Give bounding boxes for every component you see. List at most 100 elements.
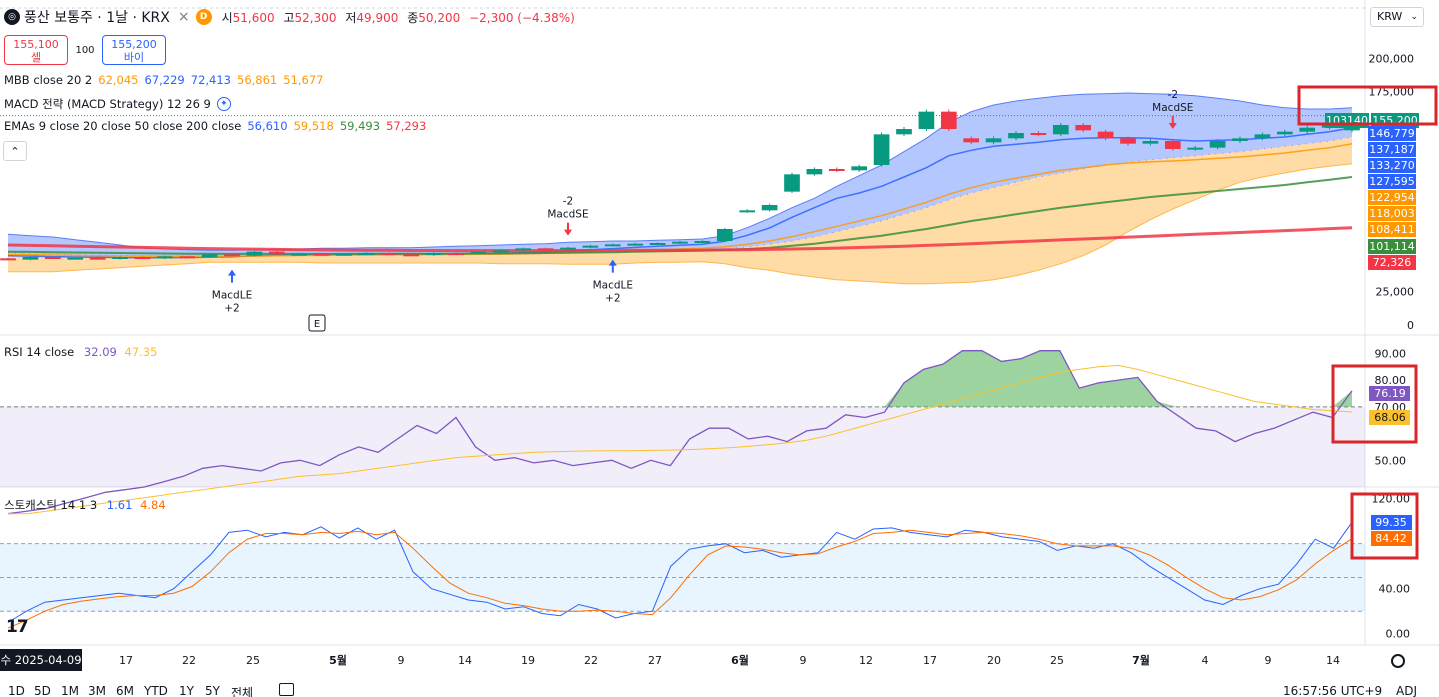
range-all[interactable]: 전체 — [231, 686, 254, 697]
candle-body — [156, 256, 173, 259]
stoch-tick-label: 0.00 — [1386, 628, 1411, 641]
price-badge-label: 146,779 — [1369, 127, 1415, 140]
candle-body — [560, 247, 576, 250]
bottom-toolbar: 1D 5D 1M 3M 6M YTD 1Y 5Y 전체 16:57:56 UTC… — [0, 682, 1439, 697]
price-badge-label: 118,003 — [1369, 207, 1415, 220]
time-tick-label: 12 — [859, 654, 873, 667]
price-badge-label: 108,411 — [1369, 223, 1415, 236]
sell-button[interactable]: 155,100 셀 — [4, 35, 68, 65]
candle-body — [1052, 125, 1069, 135]
range-1y[interactable]: 1Y — [179, 684, 194, 697]
order-quantity[interactable]: 100 — [75, 44, 95, 56]
candle-body — [313, 253, 330, 256]
symbol-title-row: ◎ 풍산 보통주 · 1날 · KRX × D 시51,600 고52,300 … — [4, 7, 580, 27]
candle-body — [67, 257, 84, 260]
price-badge — [1368, 206, 1416, 221]
candle-body — [291, 253, 308, 256]
candle-body — [515, 248, 532, 251]
candle-body — [22, 257, 39, 260]
range-ytd[interactable]: YTD — [144, 684, 168, 697]
time-tick-label: 9 — [1265, 654, 1272, 667]
candle-body — [336, 253, 352, 256]
candle-body — [1008, 133, 1024, 139]
rsi-tick-label: 90.00 — [1375, 347, 1407, 360]
arrow-up-icon — [608, 259, 617, 273]
stoch-tick-label: 120.00 — [1372, 493, 1411, 506]
candle-body — [1097, 131, 1114, 139]
rsi-legend[interactable]: RSI 14 close 32.09 47.35 — [4, 345, 158, 359]
stoch-badge-label: 99.35 — [1375, 516, 1407, 529]
symbol-legend: ◎ 풍산 보통주 · 1날 · KRX × D 시51,600 고52,300 … — [0, 0, 1365, 330]
trade-panel: 155,100 셀 100 155,200 바이 — [4, 35, 166, 65]
strategy-signal-macdle: MacdLE+2 — [212, 269, 252, 315]
range-5y[interactable]: 5Y — [205, 684, 220, 697]
candle-body — [0, 258, 16, 261]
highlight-boxes — [1297, 85, 1438, 560]
candle-body — [1254, 134, 1271, 139]
price-badge-label: 133,270 — [1369, 159, 1415, 172]
indicator-emas[interactable]: EMAs 9 close 20 close 50 close 200 close… — [4, 119, 427, 133]
candle-body — [918, 111, 935, 129]
rsi-badge-label: 68.06 — [1374, 411, 1406, 424]
range-3m[interactable]: 3M — [88, 684, 106, 697]
rsi-badge — [1369, 410, 1410, 425]
indicator-macd-strategy[interactable]: MACD 전략 (MACD Strategy) 12 26 9 ✦ — [4, 96, 237, 112]
gear-icon[interactable] — [1391, 654, 1405, 668]
source-badge[interactable]: D — [195, 9, 212, 25]
range-1d[interactable]: 1D — [8, 684, 25, 697]
candle-body — [1276, 131, 1293, 135]
highlight-box — [1297, 85, 1438, 126]
range-6m[interactable]: 6M — [116, 684, 134, 697]
currency-select[interactable]: KRW ⌄ — [1370, 7, 1424, 27]
candle-body — [963, 138, 980, 143]
candle-body — [985, 138, 1002, 143]
stoch-tick-label: 40.00 — [1379, 583, 1411, 596]
range-5d[interactable]: 5D — [34, 684, 51, 697]
crosshair-date-label: 수 2025-04-09 — [0, 649, 82, 671]
price-badge — [1368, 255, 1416, 270]
rsi-pane — [0, 350, 1365, 515]
rsi-badge — [1369, 386, 1410, 401]
rsi-tick-label: 50.00 — [1375, 454, 1407, 467]
buy-button[interactable]: 155,200 바이 — [102, 35, 166, 65]
price-tick-label: 200,000 — [1369, 52, 1415, 65]
time-tick-label: 6월 — [731, 653, 749, 667]
candle-body — [537, 248, 554, 251]
indicator-mbb[interactable]: MBB close 20 2 62,045 67,229 72,413 56,8… — [4, 73, 324, 87]
price-badge — [1368, 158, 1416, 173]
strategy-signal-macdse: MacdSE-2 — [547, 196, 589, 236]
signal-label: MacdLE — [212, 290, 252, 302]
price-badge-label: 101,114 — [1369, 240, 1415, 253]
collapse-legend-button[interactable]: ⌃ — [3, 141, 27, 161]
clock-display[interactable]: 16:57:56 UTC+9 — [1283, 684, 1383, 697]
candle-body — [134, 257, 151, 259]
price-badge — [1368, 126, 1416, 141]
candle-body — [112, 257, 128, 259]
candle-body — [761, 205, 778, 211]
symbol-title[interactable]: 풍산 보통주 · 1날 · KRX — [24, 10, 170, 26]
calendar-icon[interactable] — [279, 683, 294, 696]
candle-body — [1120, 138, 1136, 144]
stoch-series-line — [7, 522, 1353, 623]
candle-body — [358, 253, 375, 255]
candle-body — [1232, 138, 1248, 141]
earnings-marker: E — [308, 314, 326, 332]
company-logo-icon: ◎ — [4, 9, 20, 25]
candle-body — [380, 253, 397, 255]
candle-body — [44, 257, 61, 259]
rsi-series-line — [7, 350, 1353, 515]
time-tick-label: 9 — [800, 654, 807, 667]
bollinger-lower-fill — [8, 137, 1352, 284]
price-change: −2,300 (−4.38%) — [469, 10, 575, 25]
candle-body — [784, 174, 800, 192]
candle-body — [425, 253, 442, 255]
close-icon[interactable]: × — [177, 9, 190, 25]
range-1m[interactable]: 1M — [61, 684, 79, 697]
strategy-report-icon[interactable]: ✦ — [216, 97, 231, 111]
stochastic-legend[interactable]: 스토캐스틱 14 1 3 1.61 4.84 — [4, 498, 166, 512]
price-badge — [1368, 239, 1416, 254]
stoch-badge-label: 84.42 — [1375, 532, 1407, 545]
adj-toggle[interactable]: ADJ — [1396, 684, 1417, 697]
